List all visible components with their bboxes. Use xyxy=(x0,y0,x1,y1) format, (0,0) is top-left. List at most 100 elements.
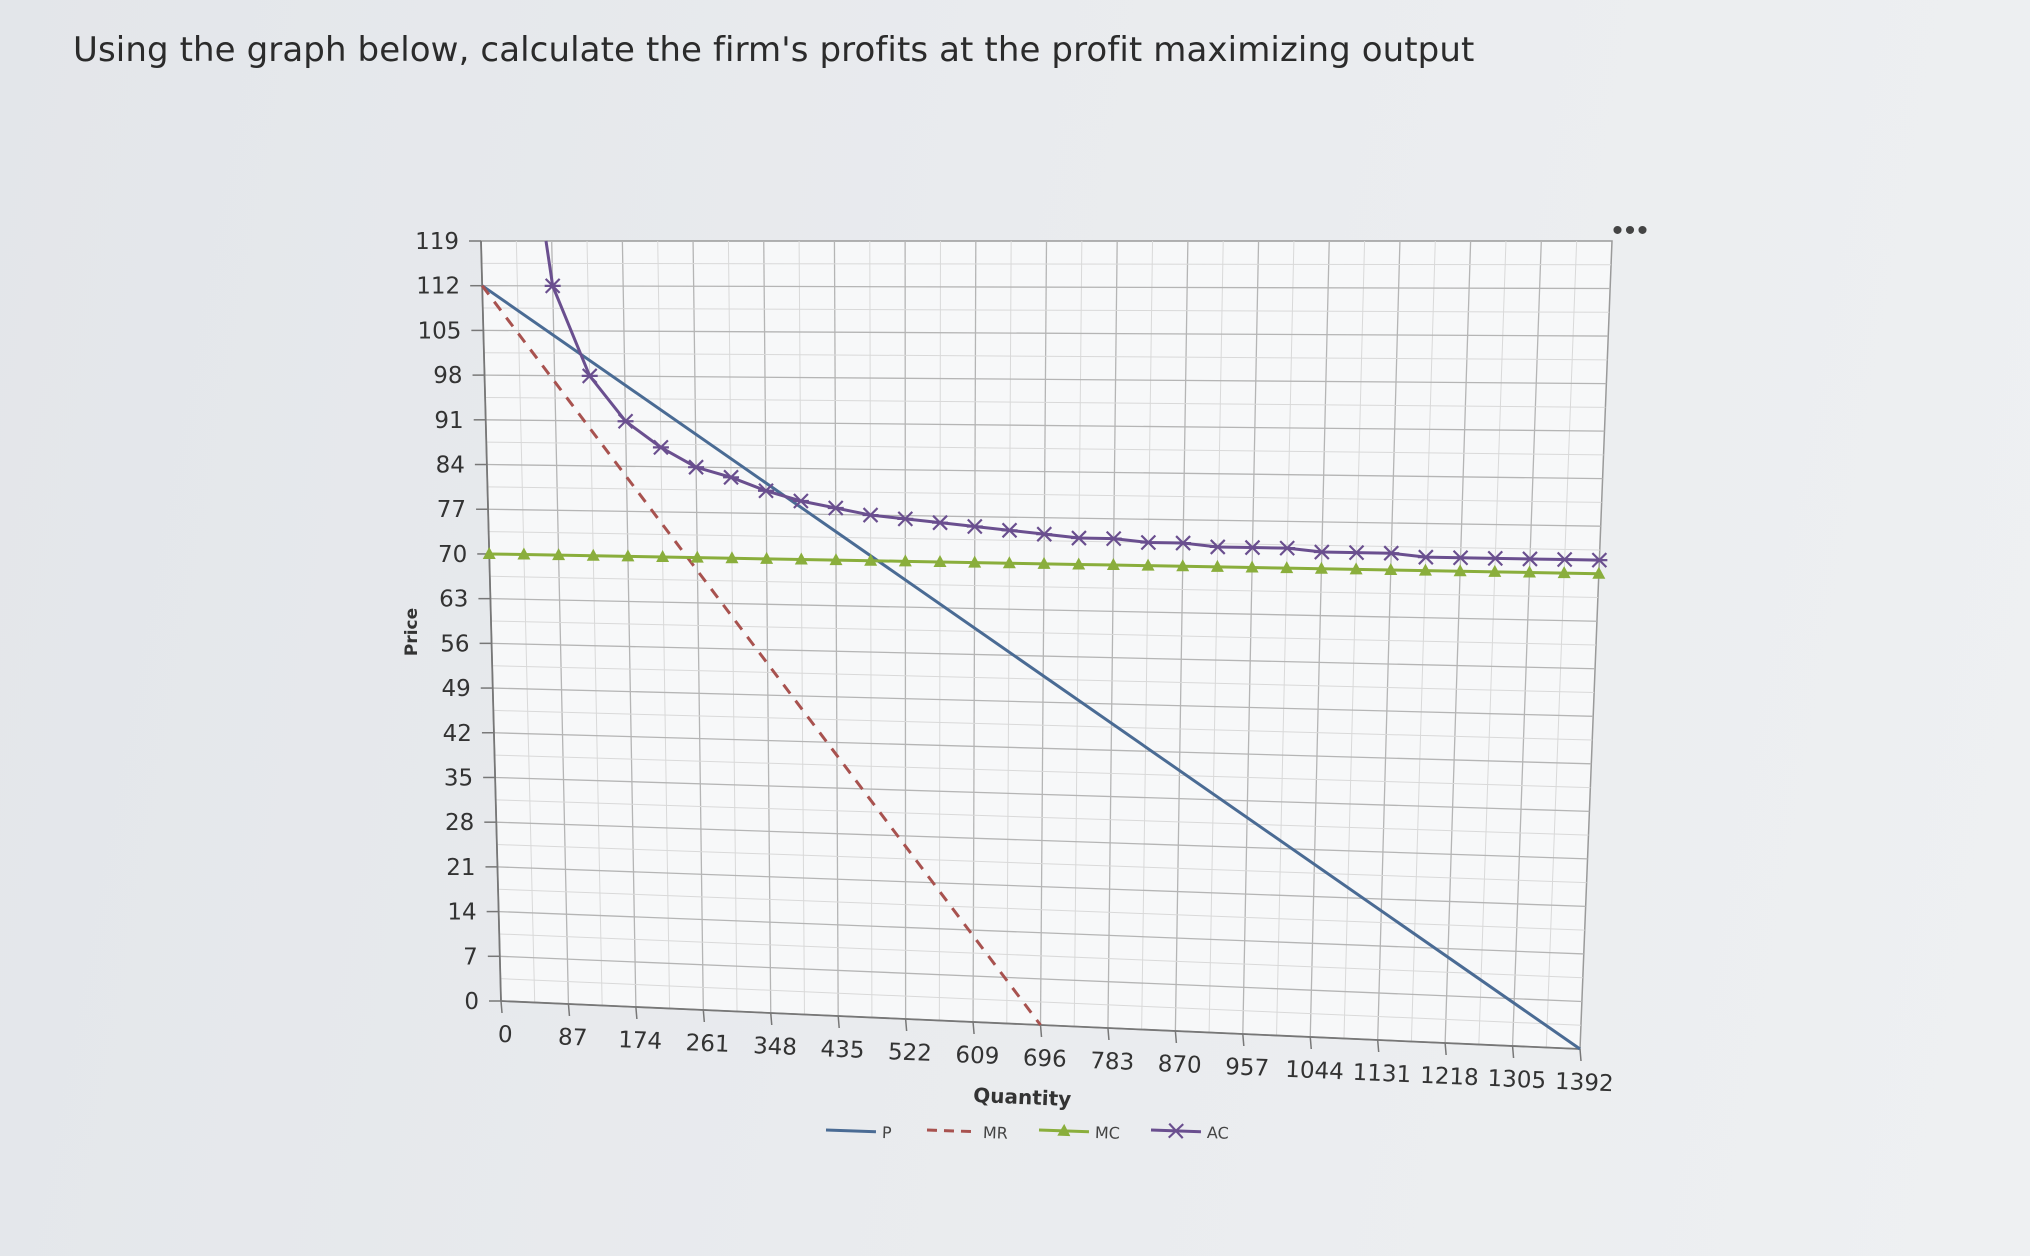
y-tick-label: 0 xyxy=(464,989,479,1015)
x-tick-mark xyxy=(635,1006,638,1020)
mc-marker xyxy=(1106,558,1120,571)
mc-marker xyxy=(1349,562,1363,575)
y-axis-line xyxy=(480,240,502,1002)
ac-marker xyxy=(792,493,809,509)
legend-label-mr: MR xyxy=(983,1123,1009,1143)
y-gridline xyxy=(487,486,1602,503)
ac-marker xyxy=(1070,530,1087,546)
y-tick-label: 77 xyxy=(437,497,466,523)
mc-marker xyxy=(517,547,531,560)
legend-swatch-mr xyxy=(926,1128,978,1134)
x-tick-label: 0 xyxy=(497,1022,513,1049)
y-gridline xyxy=(484,374,1607,385)
mc-marker xyxy=(1037,556,1051,569)
x-tick-mark xyxy=(1309,1036,1312,1050)
y-gridline xyxy=(496,821,1588,860)
x-tick-label: 783 xyxy=(1090,1048,1135,1076)
y-tick-label: 119 xyxy=(415,229,459,255)
legend-swatch-p xyxy=(825,1128,877,1134)
ac-marker xyxy=(1105,530,1122,547)
x-tick-mark xyxy=(1511,1045,1515,1059)
x-tick-mark xyxy=(702,1009,706,1023)
ac-marker xyxy=(758,482,775,499)
x-tick-label: 1392 xyxy=(1555,1069,1615,1097)
legend-label-mc: MC xyxy=(1095,1123,1121,1143)
ac-marker xyxy=(1452,549,1469,566)
mc-marker xyxy=(1557,566,1571,579)
y-gridline xyxy=(492,687,1594,717)
mc-marker xyxy=(1314,561,1328,574)
ac-marker xyxy=(617,413,634,430)
y-gridline xyxy=(486,463,1603,480)
x-tick-mark xyxy=(1107,1027,1110,1041)
ac-marker xyxy=(1313,544,1330,560)
legend: P MR MC AC xyxy=(825,1122,1229,1143)
y-tick-label: 14 xyxy=(447,900,476,926)
x-tick-label: 174 xyxy=(618,1027,663,1055)
ac-marker xyxy=(1417,549,1434,565)
question-text: Using the graph below, calculate the fir… xyxy=(73,30,1475,70)
y-gridline xyxy=(486,441,1604,456)
y-tick-label: 84 xyxy=(436,453,465,479)
ac-marker xyxy=(581,368,598,384)
y-gridline xyxy=(485,396,1606,408)
y-tick-label: 56 xyxy=(440,631,469,657)
y-gridline xyxy=(497,866,1586,908)
ac-marker xyxy=(1591,552,1608,568)
mc-marker xyxy=(656,550,670,563)
y-gridline xyxy=(483,352,1608,361)
mc-marker xyxy=(794,552,808,565)
y-tick-labels: 0 7 14 21 28 35 42 49 56 63 70 77 84 91 98 105 112 119 xyxy=(415,229,479,1015)
y-tick-label: 112 xyxy=(416,274,460,300)
y-gridline xyxy=(488,508,1601,527)
ac-marker xyxy=(1348,544,1365,561)
mc-marker xyxy=(864,553,878,566)
x-tick-mark xyxy=(770,1012,773,1026)
x-tick-label: 1218 xyxy=(1420,1063,1480,1091)
mc-marker xyxy=(829,553,843,566)
y-tick-label: 63 xyxy=(439,587,468,613)
ac-marker xyxy=(1521,551,1538,567)
y-gridline xyxy=(483,329,1609,337)
legend-marker-mc xyxy=(1057,1123,1071,1137)
y-gridline xyxy=(496,844,1587,884)
y-gridline xyxy=(488,531,1600,551)
ac-marker xyxy=(1487,550,1504,567)
y-gridline xyxy=(491,642,1596,670)
legend-item-p: P xyxy=(825,1123,893,1142)
plot-area xyxy=(480,240,1613,1050)
ac-marker xyxy=(1244,539,1261,556)
x-tick-label: 522 xyxy=(887,1039,932,1067)
ac-marker xyxy=(1209,539,1226,555)
x-tick-label: 1131 xyxy=(1352,1060,1412,1088)
x-tick-label: 348 xyxy=(753,1033,798,1061)
y-tick-label: 7 xyxy=(463,944,478,970)
y-gridline xyxy=(499,955,1582,1003)
x-tick-label: 870 xyxy=(1157,1051,1202,1079)
y-gridline xyxy=(498,888,1585,931)
mc-marker xyxy=(552,548,566,561)
x-tick-mark xyxy=(904,1018,908,1032)
x-tick-mark xyxy=(500,1000,503,1014)
y-tick-label: 42 xyxy=(443,721,472,747)
ac-marker xyxy=(966,518,983,535)
mc-marker xyxy=(1488,564,1502,577)
y-gridline xyxy=(485,419,1605,432)
more-options-button[interactable]: ••• xyxy=(1612,214,1650,247)
x-tick-mark xyxy=(837,1015,840,1029)
mc-marker xyxy=(1141,558,1155,571)
y-tick-label: 98 xyxy=(433,363,462,389)
ac-marker xyxy=(897,511,914,527)
mc-marker xyxy=(1522,565,1536,578)
mc-marker xyxy=(898,554,912,567)
legend-label-p: P xyxy=(882,1123,893,1142)
x-tick-label: 609 xyxy=(955,1042,1000,1070)
y-gridline xyxy=(495,776,1590,813)
y-gridline xyxy=(493,709,1593,741)
mc-marker xyxy=(1176,559,1190,572)
x-tick-label: 87 xyxy=(558,1024,588,1051)
y-tick-label: 91 xyxy=(434,408,463,434)
y-gridline xyxy=(498,910,1584,955)
x-tick-mark xyxy=(1376,1039,1380,1053)
y-tick-label: 49 xyxy=(441,676,470,702)
